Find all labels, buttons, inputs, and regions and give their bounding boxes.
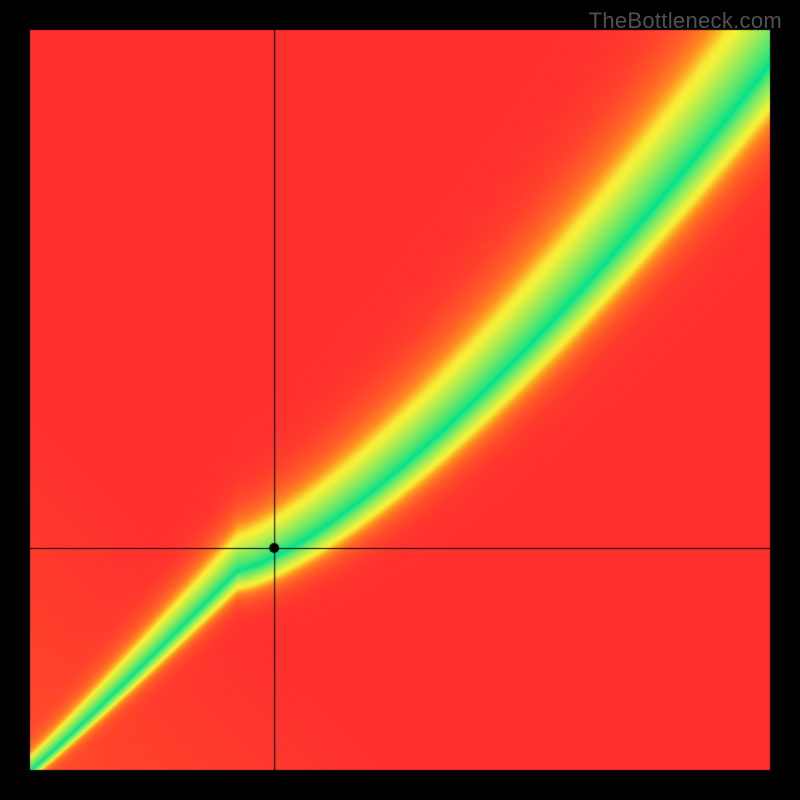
bottleneck-heatmap (0, 0, 800, 800)
chart-container: TheBottleneck.com (0, 0, 800, 800)
watermark-label: TheBottleneck.com (589, 8, 782, 34)
